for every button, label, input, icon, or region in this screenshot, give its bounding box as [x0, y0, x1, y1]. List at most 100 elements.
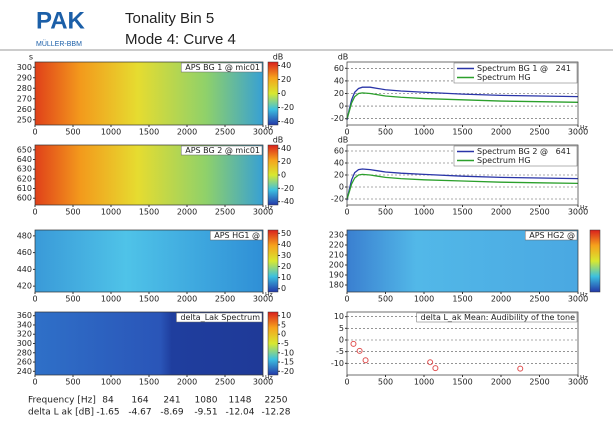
panel-title: delta L_ak Mean: Audibility of the tone: [421, 313, 575, 322]
point: [362, 357, 369, 364]
x-tick-label: 0: [32, 128, 37, 137]
colorbar: [267, 144, 279, 206]
report-title: Tonality Bin 5: [125, 10, 214, 27]
frame: [34, 144, 264, 206]
x-tick-label: 2000: [177, 378, 197, 387]
x-tick-label: 1000: [414, 378, 434, 387]
y-tick-label: 5: [339, 324, 344, 333]
x-tick-label: 2000: [491, 295, 511, 304]
colorbar-tick-label: 40: [281, 144, 291, 153]
x-tick-label: 1000: [101, 128, 121, 137]
x-tick-label: 500: [65, 295, 80, 304]
panel-title-box: [180, 62, 263, 73]
y-tick-label: -20: [331, 114, 344, 123]
table-cell: 2250: [265, 396, 288, 406]
colorbar: [267, 61, 279, 126]
frame: [346, 311, 579, 376]
point: [356, 347, 363, 354]
line: [346, 92, 579, 119]
y-tick-label: 270: [17, 94, 32, 103]
x-tick-label: 2000: [491, 208, 511, 217]
x-tick-label: 500: [378, 295, 393, 304]
colorbar-label: dB: [273, 53, 284, 62]
y-tick-label: 40: [334, 76, 344, 85]
point: [427, 359, 434, 366]
y-tick-label: 200: [329, 261, 344, 270]
x-tick-label: 500: [65, 378, 80, 387]
panel-title-box: [416, 312, 578, 323]
x-tick-label: 3000: [253, 378, 273, 387]
table-cell: -4.67: [128, 408, 151, 418]
y-tick-label: 420: [17, 282, 32, 291]
x-tick-label: 1000: [101, 208, 121, 217]
y-tick-label: 190: [329, 271, 344, 280]
x-tick-label: 2500: [215, 378, 235, 387]
frame: [346, 144, 579, 206]
table-cell: 1148: [229, 396, 252, 406]
table-cell: -12.04: [225, 408, 254, 418]
y-tick-label: 360: [17, 311, 32, 320]
line: [346, 173, 579, 200]
y-tick-label: 320: [17, 330, 32, 339]
colorbar-tick-label: 0: [281, 89, 286, 98]
colorbar-tick-label: 0: [281, 284, 286, 293]
y-tick-label: 220: [329, 241, 344, 250]
colorbar-tick-label: -20: [281, 184, 294, 193]
x-tick-label: 0: [344, 295, 349, 304]
y-tick-label: 260: [17, 105, 32, 114]
legend-label: Spectrum HG: [477, 73, 531, 82]
y-tick-label: 650: [17, 145, 32, 154]
y-tick-label: 610: [17, 184, 32, 193]
colorbar-tick-label: 20: [281, 157, 291, 166]
colorbar: [589, 229, 601, 293]
x-tick-label: 1500: [139, 295, 159, 304]
x-tick-label: 3000: [568, 128, 588, 137]
y-tick-label: 600: [17, 194, 32, 203]
y-tick-label: 300: [17, 339, 32, 348]
x-tick-label: 2000: [177, 295, 197, 304]
table-cell: -1.65: [96, 408, 119, 418]
y-tick-label: 260: [17, 358, 32, 367]
table-cell: 84: [102, 396, 114, 406]
legend: [453, 62, 578, 84]
heatmap: [347, 230, 578, 292]
x-tick-label: 1000: [101, 295, 121, 304]
y-tick-label: 250: [17, 115, 32, 124]
heatmap: [35, 230, 263, 292]
plot-area: [347, 312, 578, 375]
x-tick-label: 1000: [101, 378, 121, 387]
legend-label: Spectrum HG: [477, 156, 531, 165]
x-tick-label: 2000: [177, 208, 197, 217]
legend: [453, 145, 578, 167]
y-tick-label: 0: [339, 183, 344, 192]
y-tick-label: 180: [329, 281, 344, 290]
frame: [34, 311, 264, 376]
panel-title: delta_Lak Spectrum: [180, 313, 260, 322]
panel-title-box: [209, 230, 263, 241]
y-tick-label: -10: [331, 359, 344, 368]
x-tick-label: 3000: [568, 208, 588, 217]
x-tick-label: 0: [32, 295, 37, 304]
colorbar-tick-label: -40: [281, 117, 294, 126]
y-tick-label: 240: [17, 367, 32, 376]
y-tick-label: -5: [336, 347, 344, 356]
x-tick-label: 2000: [491, 128, 511, 137]
x-unit: Hz: [580, 375, 588, 382]
x-tick-label: 500: [65, 208, 80, 217]
x-tick-label: 2000: [491, 378, 511, 387]
y-tick-label: 640: [17, 155, 32, 164]
colorbar-tick-label: -15: [281, 358, 294, 367]
table-cell: 241: [163, 396, 180, 406]
colorbar-tick-label: 20: [281, 262, 291, 271]
table-cell: 1080: [195, 396, 218, 406]
company: MÜLLER-BBM: [36, 40, 82, 48]
x-tick-label: 2500: [215, 128, 235, 137]
x-tick-label: 0: [344, 128, 349, 137]
colorbar-tick-label: 50: [281, 229, 291, 238]
y-tick-label: 340: [17, 320, 32, 329]
y-tick-label: 230: [329, 231, 344, 240]
colorbar-tick-label: -20: [281, 103, 294, 112]
y-tick-label: 440: [17, 265, 32, 274]
y-tick-label: 60: [334, 147, 344, 156]
